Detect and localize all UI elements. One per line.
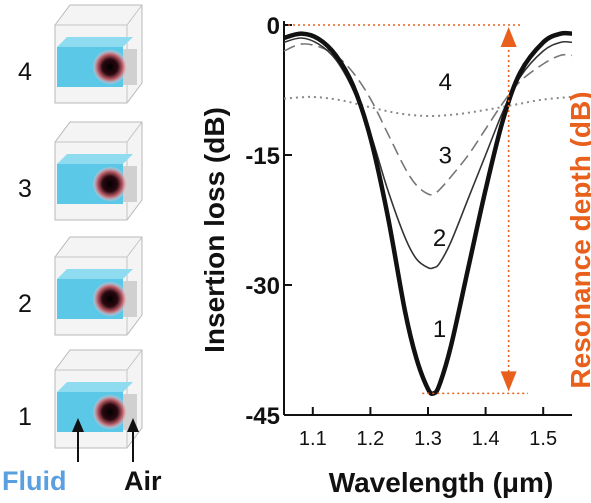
x-tick-label: 1.5 — [529, 428, 557, 450]
series-line-1 — [283, 30, 573, 397]
y-tick-label: -15 — [245, 143, 280, 170]
cube-edge — [126, 349, 143, 371]
series-line-2 — [283, 37, 573, 270]
fiber-core — [93, 282, 127, 316]
fluid-arrow — [72, 418, 84, 462]
x-tick-label: 1.1 — [299, 428, 327, 450]
y-axis-label: Insertion loss (dB) — [199, 107, 230, 353]
x-tick-label: 1.3 — [414, 428, 442, 450]
cube-edge — [126, 4, 143, 26]
cube-edge — [126, 121, 143, 143]
y-tick-label: -45 — [245, 403, 280, 430]
air-region — [123, 166, 137, 202]
air-label: Air — [124, 466, 162, 496]
cube-label-1: 1 — [18, 403, 32, 431]
air-arrow — [127, 418, 139, 462]
curve-label-4: 4 — [439, 69, 452, 96]
series-group — [283, 30, 573, 397]
curve-label-2: 2 — [433, 225, 446, 252]
fluid-top-face — [57, 269, 133, 279]
fiber-cube-stack: 4 3 2 1 — [18, 4, 143, 449]
x-axis-label: Wavelength (μm) — [329, 467, 554, 498]
fiber-cube-1: 1 — [18, 349, 143, 449]
fiber-cube-4: 4 — [18, 4, 143, 104]
fluid-top-face — [57, 37, 133, 47]
secondary-y-axis-label: Resonance depth (dB) — [565, 91, 591, 388]
air-region — [123, 281, 137, 317]
fluid-top-face — [57, 382, 133, 392]
x-tick-label: 1.2 — [356, 428, 384, 450]
resonance-depth-marker — [288, 24, 528, 395]
curve-label-1: 1 — [433, 316, 446, 343]
series-line-4 — [283, 95, 573, 118]
fiber-core — [93, 395, 127, 429]
x-tick-label: 1.4 — [472, 428, 500, 450]
cube-edge — [126, 236, 143, 258]
curve-label-3: 3 — [439, 143, 452, 170]
fluid-top-face — [57, 154, 133, 164]
cube-label-4: 4 — [18, 58, 32, 86]
y-tick-label: -30 — [245, 273, 280, 300]
x-ticks: 1.1 1.2 1.3 1.4 1.5 — [299, 407, 557, 450]
cube-label-2: 2 — [18, 290, 32, 318]
fiber-cube-2: 2 — [18, 236, 143, 336]
fiber-core — [93, 167, 127, 201]
y-tick-label: 0 — [267, 13, 280, 40]
fluid-label: Fluid — [2, 466, 66, 496]
fiber-cube-3: 3 — [18, 121, 143, 221]
resonance-arrow-down-head — [500, 371, 517, 392]
air-region — [123, 49, 137, 85]
fiber-core — [93, 50, 127, 84]
y-ticks: 0 -15 -30 -45 — [245, 13, 292, 430]
resonance-arrow-up-head — [500, 27, 517, 47]
plot-area: 1.1 1.2 1.3 1.4 1.5 0 -15 -30 -45 4 3 2 1 — [245, 13, 573, 450]
curve-labels: 4 3 2 1 — [433, 69, 452, 343]
cube-label-3: 3 — [18, 175, 32, 203]
